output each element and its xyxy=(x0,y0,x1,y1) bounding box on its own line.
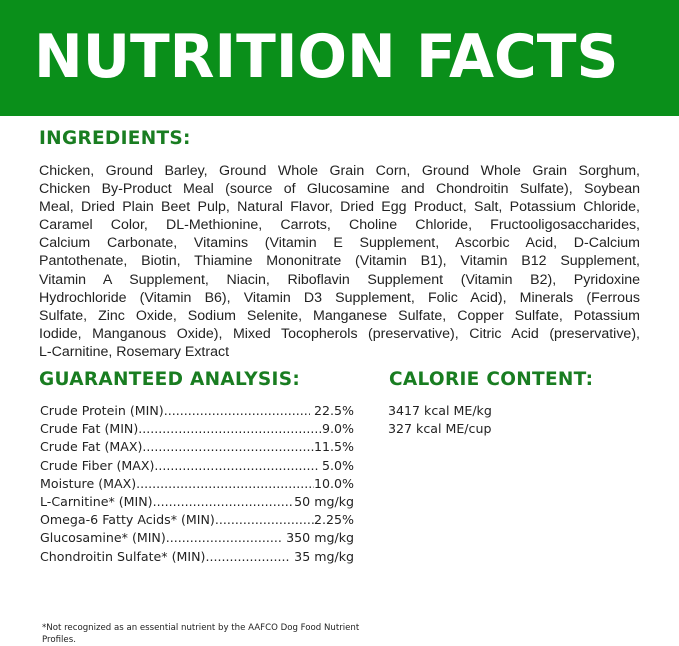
analysis-label: Omega-6 Fatty Acids* (MIN) xyxy=(40,512,215,528)
analysis-label: Crude Fiber (MAX) xyxy=(40,457,155,473)
guaranteed-analysis-table: Crude Protein (MIN) 22.5%Crude Fat (MIN)… xyxy=(40,402,354,566)
analysis-label: Chondroitin Sulfate* (MIN) xyxy=(40,548,206,564)
analysis-row: Crude Fat (MIN) 9.0% xyxy=(40,420,354,438)
dot-leader xyxy=(136,475,314,493)
analysis-label: Crude Fat (MAX) xyxy=(40,439,143,455)
ingredients-line: Caramel Color, DL-Methionine, Carrots, C… xyxy=(39,217,640,234)
analysis-row: Chondroitin Sulfate* (MIN) 35 mg/kg xyxy=(40,548,354,566)
dot-leader xyxy=(166,529,282,547)
calorie-content-heading: CALORIE CONTENT: xyxy=(389,369,594,390)
analysis-label: Crude Fat (MIN) xyxy=(40,421,139,437)
analysis-row: Omega-6 Fatty Acids* (MIN) 2.25% xyxy=(40,511,354,529)
ingredients-line: Hydrochloride (Vitamin B6), Vitamin D3 S… xyxy=(39,289,640,306)
ingredients-line: Sulfate, Zinc Oxide, Sodium Selenite, Ma… xyxy=(39,307,640,324)
ingredients-line: L-Carnitine, Rosemary Extract xyxy=(39,343,230,360)
ingredients-line: Chicken By-Product Meal (source of Gluco… xyxy=(39,181,640,198)
ingredients-line: Calcium Carbonate, Vitamins (Vitamin E S… xyxy=(39,235,640,252)
analysis-value: 10.0% xyxy=(313,475,354,491)
analysis-value: 50 mg/kg xyxy=(294,494,354,510)
ingredients-line: Meal, Dried Plain Beet Pulp, Natural Fla… xyxy=(39,199,640,216)
ingredients-line: Chicken, Ground Barley, Ground Whole Gra… xyxy=(39,163,640,179)
dot-leader xyxy=(154,457,318,475)
analysis-value: 22.5% xyxy=(309,403,354,418)
analysis-row: Moisture (MAX) 10.0% xyxy=(40,475,354,493)
dot-leader xyxy=(138,420,322,438)
dot-leader xyxy=(205,548,290,566)
dot-leader xyxy=(215,511,314,529)
analysis-label: Moisture (MAX) xyxy=(40,475,137,491)
analysis-value: 11.5% xyxy=(313,439,354,455)
analysis-row: L-Carnitine* (MIN) 50 mg/kg xyxy=(40,493,354,511)
analysis-label: Glucosamine* (MIN) xyxy=(40,530,166,546)
analysis-value: 5.0% xyxy=(318,457,354,473)
dot-leader xyxy=(153,493,295,511)
header-banner: NUTRITION FACTS xyxy=(0,0,679,116)
calorie-line: 3417 kcal ME/kg xyxy=(388,403,492,418)
analysis-row: Crude Protein (MIN) 22.5% xyxy=(40,402,354,420)
footnote: *Not recognized as an essential nutrient… xyxy=(42,623,360,645)
ingredients-heading: INGREDIENTS: xyxy=(39,128,191,149)
dot-leader xyxy=(142,438,314,456)
calorie-line: 327 kcal ME/cup xyxy=(388,421,492,437)
analysis-value: 35 mg/kg xyxy=(290,548,354,564)
analysis-row: Glucosamine* (MIN) 350 mg/kg xyxy=(40,529,354,547)
page-title: NUTRITION FACTS xyxy=(34,22,619,92)
ingredients-line: Vitamin A Supplement, Niacin, Riboflavin… xyxy=(39,271,640,288)
ingredients-line: Iodide, Manganous Oxide), Mixed Tocopher… xyxy=(39,325,640,342)
analysis-label: L-Carnitine* (MIN) xyxy=(40,494,153,510)
analysis-row: Crude Fat (MAX) 11.5% xyxy=(40,438,354,456)
analysis-row: Crude Fiber (MAX) 5.0% xyxy=(40,457,354,475)
analysis-value: 9.0% xyxy=(322,421,354,437)
analysis-label: Crude Protein (MIN) xyxy=(40,403,164,418)
analysis-value: 2.25% xyxy=(313,512,354,528)
ingredients-line: Pantothenate, Biotin, Thiamine Mononitra… xyxy=(39,253,640,270)
ingredients-text: Chicken, Ground Barley, Ground Whole Gra… xyxy=(39,162,640,361)
calorie-content: 3417 kcal ME/kg 327 kcal ME/cup xyxy=(388,402,492,438)
analysis-value: 350 mg/kg xyxy=(282,530,354,546)
guaranteed-analysis-heading: GUARANTEED ANALYSIS: xyxy=(39,369,301,390)
dot-leader xyxy=(164,402,310,420)
